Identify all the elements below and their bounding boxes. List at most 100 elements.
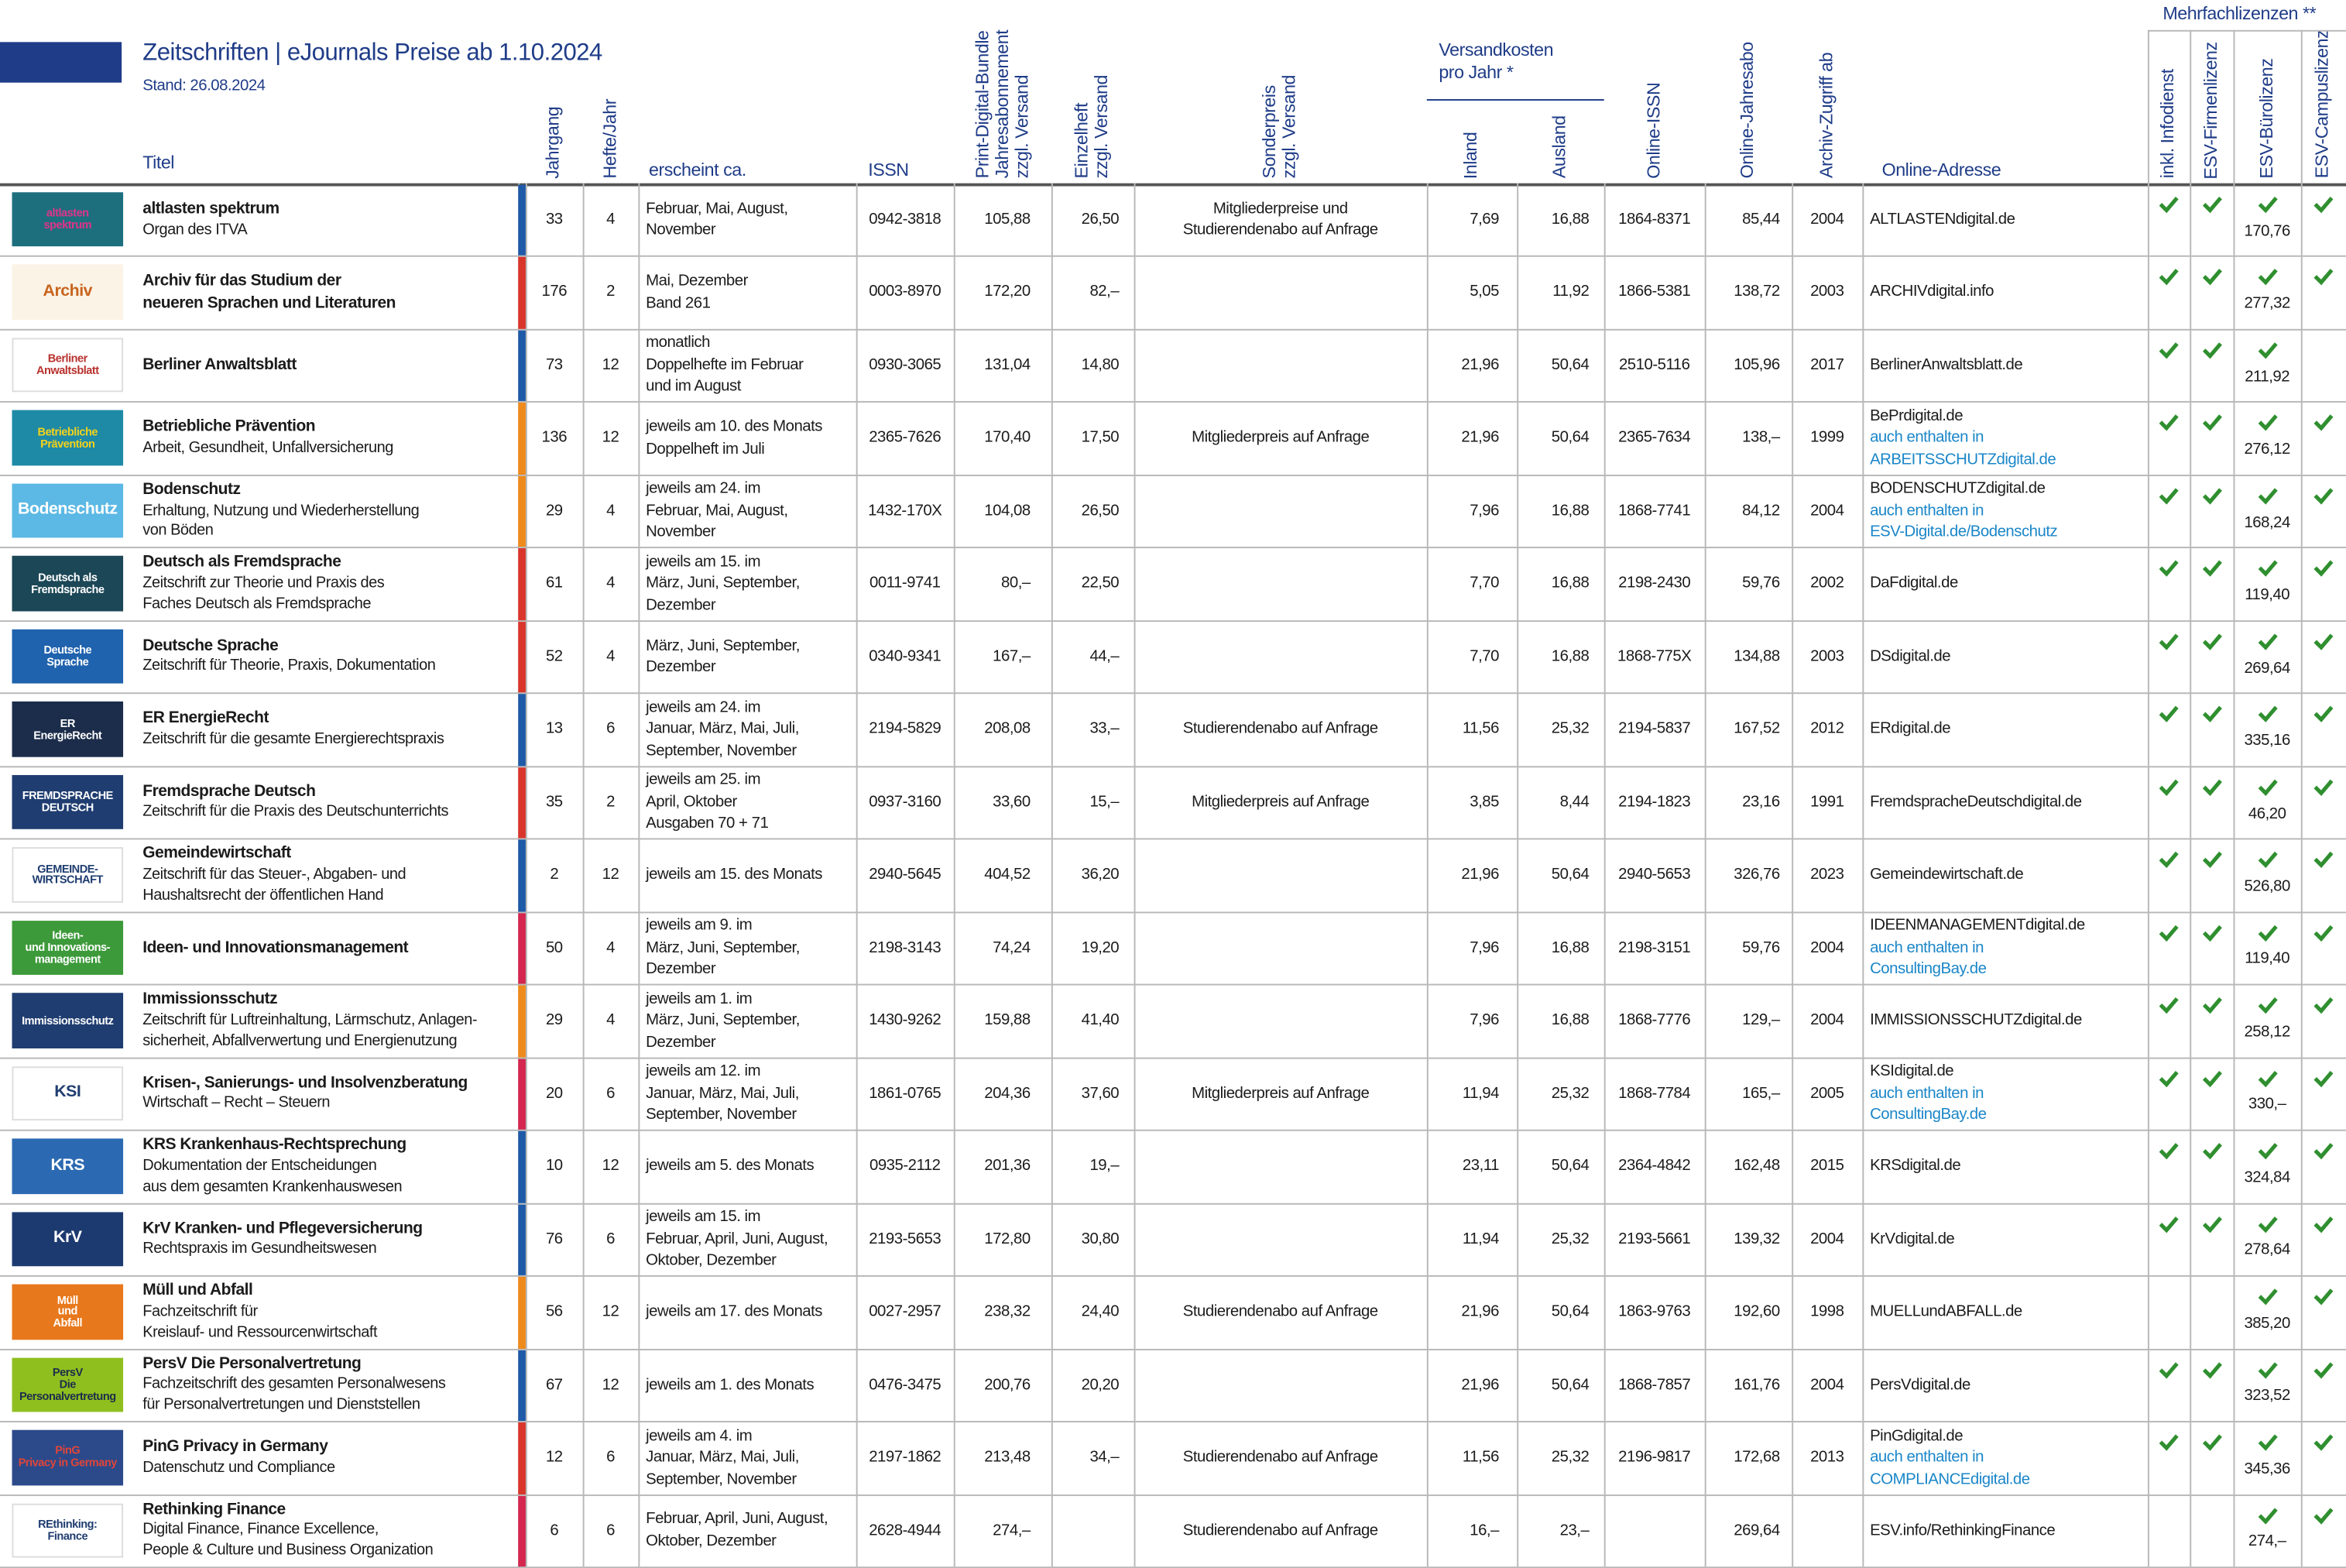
ausland-cell: 50,64 (1551, 428, 1590, 447)
journal-logo: Bodenschutz (12, 483, 124, 539)
check-icon (2159, 488, 2179, 505)
check-icon (2313, 852, 2334, 869)
check-icon (2159, 925, 2179, 942)
issn-cell: 1861-0765 (869, 1083, 941, 1103)
ausland-cell: 25,32 (1551, 1083, 1590, 1103)
column-rule (1704, 183, 1706, 1567)
check-icon (2159, 1361, 2179, 1378)
ausland-cell: 25,32 (1551, 1448, 1590, 1467)
issn-cell: 0340-9341 (869, 647, 941, 665)
check-stroke (2313, 779, 2334, 796)
title-cell: KRS Krankenhaus-Rechtsprechung Dokumentat… (132, 1130, 527, 1203)
inland-cell: 7,96 (1470, 1010, 1499, 1030)
check-stroke (2201, 1361, 2221, 1378)
col-header-box: Jahrgang (526, 0, 583, 179)
row-rule (0, 692, 2346, 695)
check-stroke (2313, 1507, 2334, 1524)
color-bar (518, 403, 526, 475)
hefte-cell: 4 (606, 210, 615, 228)
oissn-cell: 1864-8371 (1618, 210, 1691, 228)
check-stroke (2159, 269, 2179, 286)
check-icon (2201, 706, 2221, 723)
archiv-cell: 2013 (1810, 1448, 1844, 1467)
oabo-cell: 162,48 (1734, 1156, 1780, 1175)
journal-title: Rethinking Finance (142, 1500, 286, 1518)
row-rule (0, 1056, 2346, 1058)
journal-logo: Immissionsschutz (12, 993, 124, 1048)
issn-cell: 0937-3160 (869, 792, 941, 811)
journal-subtitle: Zeitschrift für die Praxis des Deutschun… (142, 804, 449, 821)
check-icon (2257, 852, 2277, 869)
check-icon (2313, 1507, 2334, 1524)
title-cell: Betriebliche Prävention Arbeit, Gesundhei… (132, 402, 527, 475)
einzel-cell: 34,– (1089, 1448, 1120, 1467)
erscheint-cell: Februar, Mai, August, November (646, 199, 788, 239)
column-rule (1517, 183, 1519, 1567)
jahrgang-cell: 67 (545, 1375, 563, 1394)
ausland-cell: 16,88 (1551, 938, 1590, 957)
color-bar (518, 1350, 526, 1422)
print-cell: 200,76 (984, 1375, 1031, 1394)
hefte-cell: 12 (602, 355, 619, 374)
url-cell: PersVdigital.de (1862, 1348, 2148, 1421)
erscheint-cell: März, Juni, September, Dezember (646, 636, 800, 677)
check-icon (2201, 1434, 2221, 1451)
buero-price: 345,36 (2244, 1460, 2290, 1478)
check-stroke (2257, 1361, 2277, 1378)
inland-cell: 21,96 (1461, 355, 1499, 374)
ausland-cell: 16,88 (1551, 1010, 1590, 1030)
header-rule (0, 183, 2346, 186)
oissn-cell: 2198-2430 (1618, 574, 1691, 592)
buero-price: 274,– (2248, 1532, 2286, 1551)
col-header-box: Online-ISSN (1604, 0, 1705, 179)
hefte-cell: 2 (606, 283, 615, 301)
erscheint-cell: jeweils am 10. des Monats Doppelheft im … (646, 417, 823, 458)
check-stroke (2257, 706, 2277, 723)
online-address: BODENSCHUTZdigital.de (1870, 479, 2046, 498)
check-stroke (2159, 779, 2179, 796)
check-stroke (2159, 1434, 2179, 1451)
archiv-cell: 2005 (1810, 1083, 1844, 1103)
journal-title: Fremdsprache Deutsch (142, 782, 316, 801)
journal-title: Krisen-, Sanierungs- und Insolvenzberatu… (142, 1073, 468, 1092)
col-header: Jahrgang (543, 106, 564, 179)
inland-cell: 5,05 (1470, 283, 1499, 301)
check-icon (2201, 488, 2221, 505)
journal-logo: PinG Privacy in Germany (12, 1429, 124, 1485)
buero-price: 324,84 (2244, 1168, 2290, 1187)
check-icon (2201, 779, 2221, 796)
check-stroke (2257, 269, 2277, 286)
oabo-cell: 23,16 (1742, 792, 1780, 811)
col-header: inkl. Infodienst (2157, 69, 2179, 179)
color-bar (518, 1204, 526, 1276)
check-icon (2201, 633, 2221, 650)
issn-cell: 0935-2112 (869, 1156, 941, 1175)
online-address: KRSdigital.de (1870, 1156, 1961, 1175)
issn-cell: 0942-3818 (869, 210, 941, 228)
journal-subtitle: Dokumentation der Entscheidungen aus dem… (142, 1158, 403, 1196)
col-header-box: Hefte/Jahr (583, 0, 639, 179)
inland-cell: 21,96 (1461, 1302, 1499, 1321)
check-icon (2201, 1361, 2221, 1378)
einzel-cell: 44,– (1089, 647, 1120, 665)
oissn-cell: 2194-5837 (1618, 719, 1691, 739)
journal-subtitle: Organ des ITVA (142, 221, 248, 238)
ausland-cell: 50,64 (1551, 1156, 1590, 1175)
buero-price: 278,64 (2244, 1241, 2290, 1260)
oissn-cell: 1868-7857 (1618, 1375, 1691, 1394)
inland-cell: 23,11 (1462, 1156, 1500, 1175)
oissn-cell: 2194-1823 (1618, 792, 1691, 811)
check-icon (2201, 925, 2221, 942)
check-stroke (2313, 1288, 2334, 1306)
check-icon (2257, 1216, 2277, 1233)
buero-price: 277,32 (2244, 294, 2290, 313)
jahrgang-cell: 56 (545, 1302, 563, 1321)
archiv-cell: 1998 (1810, 1302, 1844, 1321)
check-icon (2313, 1216, 2334, 1233)
check-icon (2257, 1143, 2277, 1160)
check-icon (2257, 415, 2277, 432)
oabo-cell: 138,– (1742, 428, 1780, 447)
issn-cell: 1432-170X (868, 501, 942, 520)
check-stroke (2313, 1070, 2334, 1087)
